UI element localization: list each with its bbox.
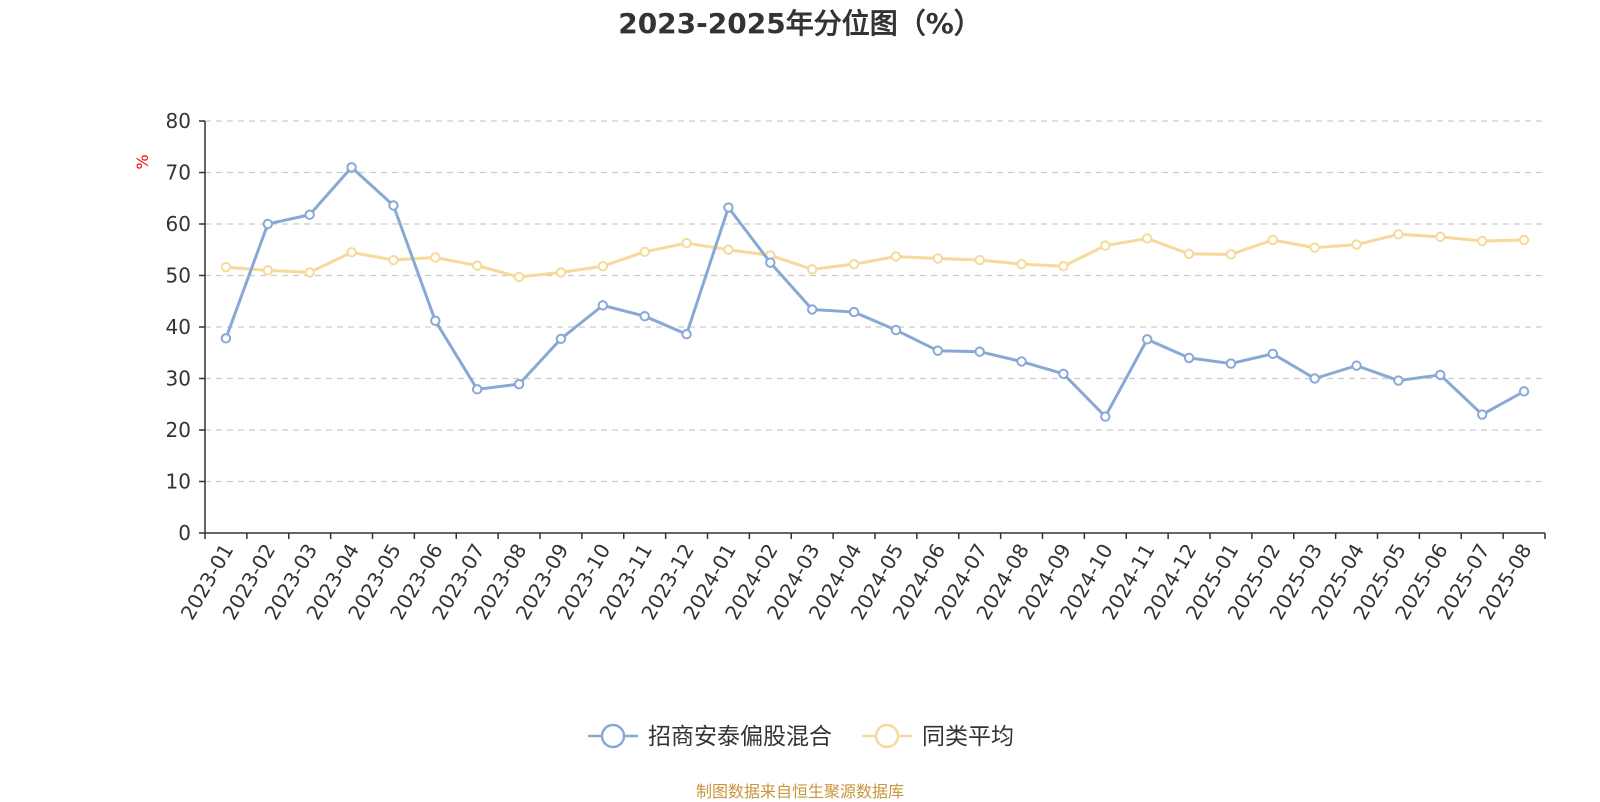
data-point <box>471 384 483 395</box>
chart-title: 2023-2025年分位图（%） <box>618 7 982 40</box>
data-point <box>471 260 483 271</box>
data-point <box>1141 233 1153 244</box>
data-point <box>513 271 525 283</box>
data-point <box>555 267 567 278</box>
data-point <box>430 252 441 263</box>
y-tick-label: 80 <box>166 109 191 133</box>
data-point <box>346 247 357 258</box>
data-point <box>890 324 902 336</box>
data-point <box>1476 235 1488 247</box>
data-point <box>1225 358 1237 369</box>
data-point <box>1435 369 1446 381</box>
data-point <box>723 244 734 255</box>
data-point <box>262 218 274 230</box>
data-point <box>1100 240 1111 251</box>
data-point <box>1183 248 1195 260</box>
data-point <box>1393 375 1404 386</box>
data-point <box>974 346 985 357</box>
data-point <box>1100 411 1111 422</box>
data-point <box>681 329 692 340</box>
data-point <box>848 258 860 270</box>
data-point <box>848 306 860 318</box>
data-point <box>1058 261 1069 272</box>
legend-marker <box>600 723 626 749</box>
data-point <box>639 310 650 322</box>
data-point <box>1267 348 1279 359</box>
y-tick-label: 40 <box>166 315 191 339</box>
y-tick-label: 0 <box>178 521 191 545</box>
data-point <box>932 345 944 356</box>
data-point <box>1518 234 1530 246</box>
y-tick-label: 10 <box>166 470 191 494</box>
data-point <box>220 333 232 344</box>
data-point <box>806 304 818 315</box>
series-line <box>224 165 1525 419</box>
data-point <box>974 254 985 266</box>
data-point <box>932 253 944 264</box>
data-point <box>723 202 734 213</box>
data-point <box>1518 386 1530 397</box>
data-point <box>513 378 525 390</box>
data-point <box>1183 352 1195 364</box>
data-point <box>1351 239 1362 250</box>
data-point <box>1225 249 1237 260</box>
series-line <box>225 232 1525 279</box>
y-tick-label: 50 <box>166 264 191 288</box>
data-point <box>430 315 441 327</box>
data-point <box>597 261 609 272</box>
data-point <box>1141 334 1153 345</box>
y-axis-unit-label: % <box>133 154 152 169</box>
data-point <box>262 265 274 276</box>
legend-marker <box>874 723 900 749</box>
y-tick-label: 30 <box>166 367 191 391</box>
y-tick-label: 60 <box>166 212 191 236</box>
data-point <box>765 257 776 268</box>
data-point <box>1393 229 1404 240</box>
y-tick-label: 70 <box>166 161 191 185</box>
data-point <box>555 333 567 345</box>
data-point <box>1016 258 1027 270</box>
data-point <box>1058 368 1069 380</box>
data-point <box>890 251 902 262</box>
data-point <box>346 162 357 173</box>
data-point <box>1016 356 1027 367</box>
data-point <box>1435 231 1446 243</box>
data-point <box>806 264 818 275</box>
data-point <box>1351 360 1362 371</box>
legend-label: 同类平均 <box>922 724 1014 750</box>
data-point <box>388 200 399 211</box>
data-point <box>220 262 232 273</box>
data-point <box>681 237 692 249</box>
data-point <box>388 254 399 266</box>
y-tick-label: 20 <box>166 418 191 442</box>
data-point <box>1309 373 1320 384</box>
data-point <box>639 246 650 258</box>
data-point <box>304 209 315 220</box>
source-note: 制图数据来自恒生聚源数据库 <box>695 782 904 801</box>
data-point <box>1309 242 1320 253</box>
data-point <box>304 267 315 278</box>
data-point <box>597 300 609 311</box>
data-point <box>1267 234 1279 246</box>
legend-label: 招商安泰偏股混合 <box>648 724 832 750</box>
data-point <box>1476 409 1488 420</box>
